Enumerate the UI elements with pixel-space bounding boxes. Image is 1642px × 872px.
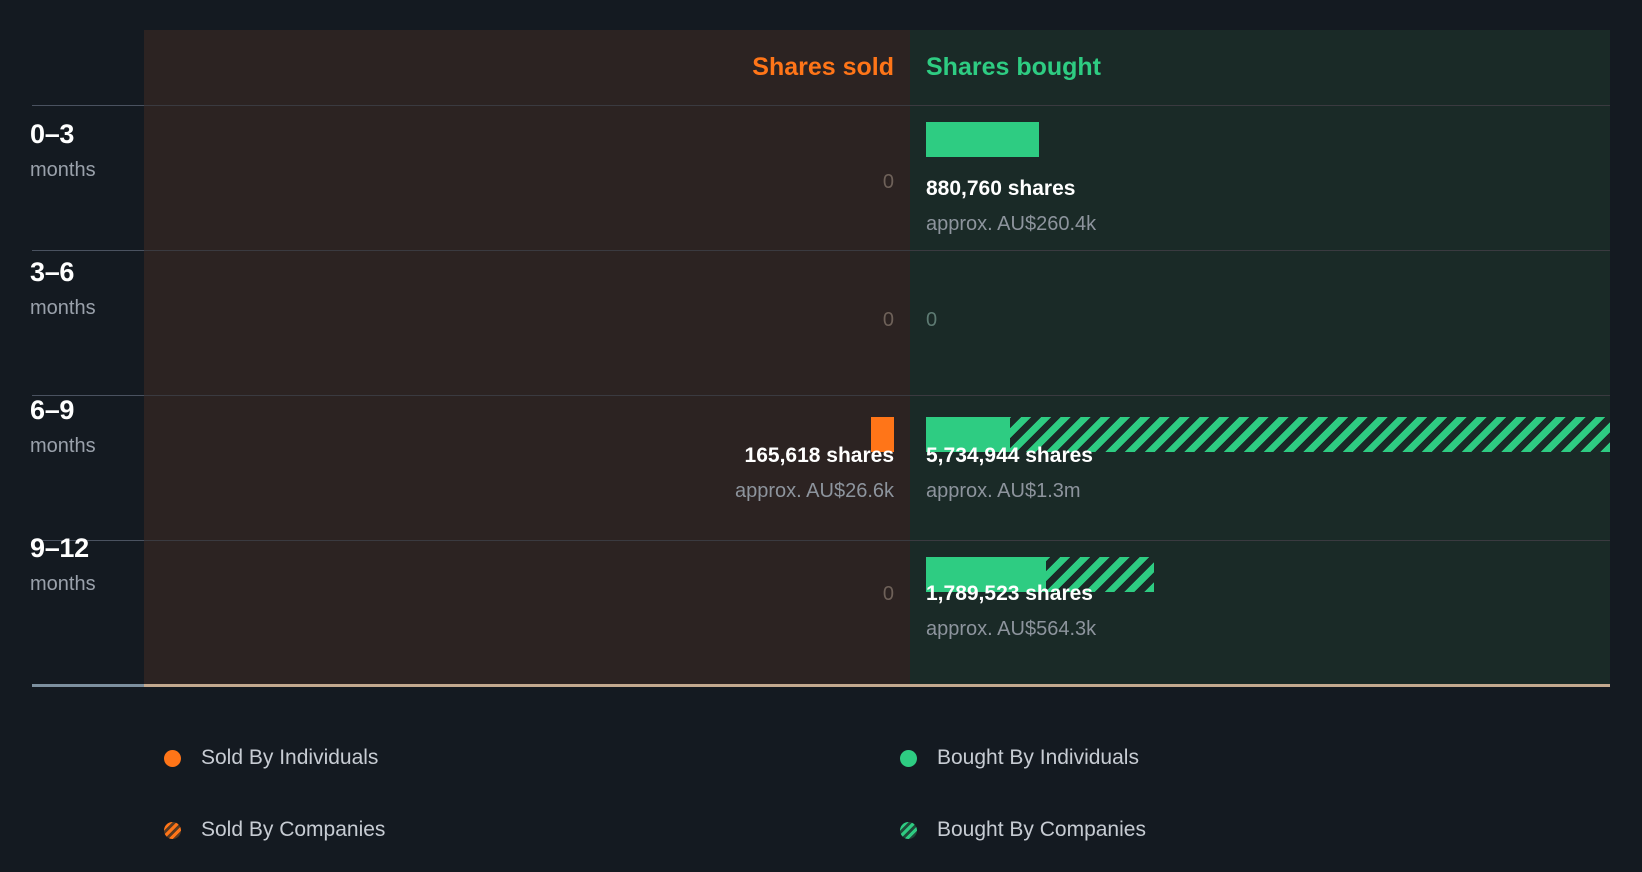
orange-hatched-circle-icon	[164, 821, 181, 839]
row-separator-left	[32, 395, 144, 396]
sold-approx-6-9: approx. AU$26.6k	[735, 480, 894, 502]
sold-value-0-3: 0	[882, 171, 894, 193]
row-label-0-3-months: 0–3 months	[30, 118, 140, 183]
row-range: 3–6	[30, 257, 75, 287]
legend-label: Bought By Companies	[937, 818, 1146, 841]
shares-sold-column-header: Shares sold	[752, 53, 894, 81]
axis-baseline	[144, 684, 1610, 687]
legend-label: Bought By Individuals	[937, 746, 1139, 769]
legend-item-bought-by-individuals[interactable]: Bought By Individuals	[900, 745, 1139, 771]
row-unit: months	[30, 435, 96, 457]
sold-value-3-6: 0	[882, 309, 894, 331]
legend-label: Sold By Companies	[201, 818, 386, 841]
row-separator	[32, 105, 1610, 106]
legend-label: Sold By Individuals	[201, 746, 379, 769]
row-label-3-6-months: 3–6 months	[30, 256, 140, 321]
green-solid-circle-icon	[900, 749, 917, 767]
bought-bar-companies-6-9	[1010, 417, 1610, 452]
row-separator	[32, 540, 1610, 541]
bought-value-0-3: 880,760 shares	[926, 177, 1076, 200]
row-separator-left	[32, 540, 144, 541]
sold-bar-individuals-6-9	[871, 417, 894, 452]
row-range: 6–9	[30, 395, 75, 425]
row-range: 9–12	[30, 533, 89, 563]
bought-value-3-6: 0	[926, 309, 938, 331]
legend-item-bought-by-companies[interactable]: Bought By Companies	[900, 817, 1146, 843]
row-separator	[32, 250, 1610, 251]
row-unit: months	[30, 159, 96, 181]
bought-bar-individuals-6-9	[926, 417, 1010, 452]
sold-value-9-12: 0	[882, 583, 894, 605]
bought-approx-9-12: approx. AU$564.3k	[926, 618, 1097, 640]
row-label-6-9-months: 6–9 months	[30, 394, 140, 459]
orange-solid-circle-icon	[164, 749, 181, 767]
bought-bar-companies-9-12	[1046, 557, 1154, 592]
bought-value-9-12: 1,789,523 shares	[926, 582, 1093, 605]
bought-approx-6-9: approx. AU$1.3m	[926, 480, 1081, 502]
shares-sold-panel	[144, 30, 910, 684]
bought-bar-individuals-9-12	[926, 557, 1046, 592]
sold-value-6-9: 165,618 shares	[744, 444, 894, 467]
row-label-9-12-months: 9–12 months	[30, 532, 140, 597]
bought-approx-0-3: approx. AU$260.4k	[926, 213, 1097, 235]
shares-bought-column-header: Shares bought	[926, 53, 1102, 81]
bought-bar-individuals-0-3	[926, 122, 1039, 157]
legend-item-sold-by-companies[interactable]: Sold By Companies	[164, 817, 385, 843]
row-separator	[32, 395, 1610, 396]
row-unit: months	[30, 297, 96, 319]
legend-item-sold-by-individuals[interactable]: Sold By Individuals	[164, 745, 378, 771]
bought-value-6-9: 5,734,944 shares	[926, 444, 1093, 467]
row-unit: months	[30, 573, 96, 595]
row-separator-left	[32, 105, 144, 106]
row-separator-left	[32, 250, 144, 251]
row-range: 0–3	[30, 119, 75, 149]
green-hatched-circle-icon	[900, 821, 917, 839]
axis-line-left	[32, 684, 144, 687]
